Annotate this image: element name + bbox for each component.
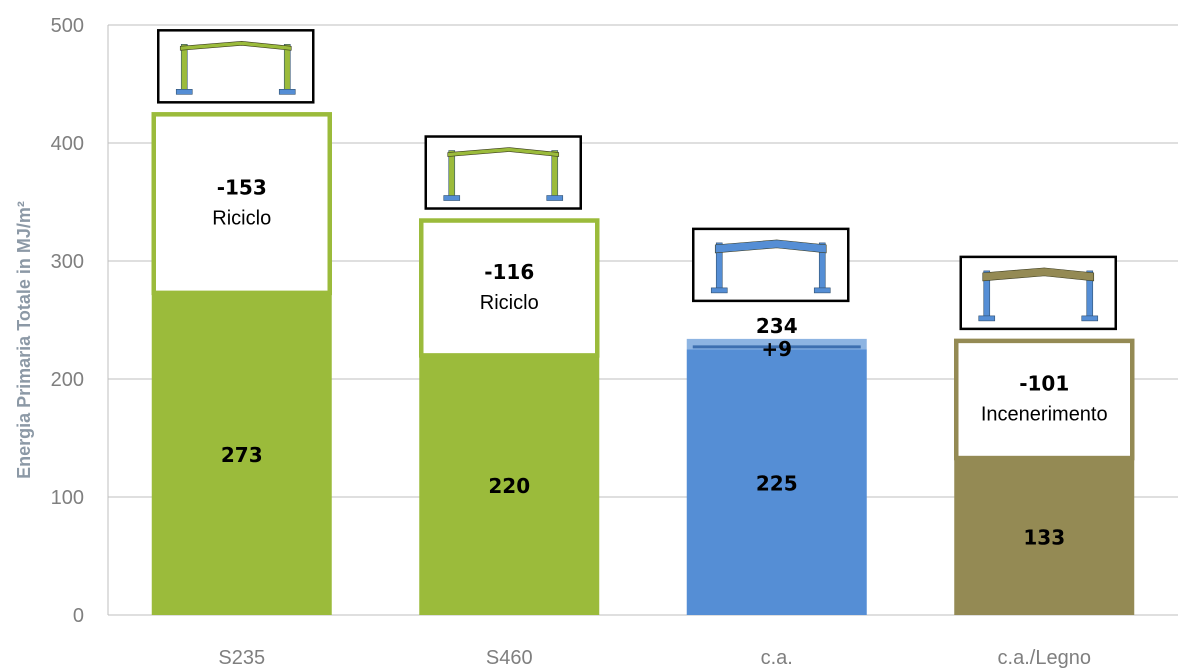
icon-roof-beam [714, 239, 827, 254]
end-of-life-value-label: -153 [217, 176, 267, 200]
y-tick-label: 300 [51, 251, 84, 273]
x-tick-label: S460 [486, 647, 533, 669]
icon-right-column [283, 44, 291, 91]
bar-value-label: 133 [1023, 526, 1065, 550]
end-of-life-outline-bar [419, 218, 600, 358]
y-tick-label: 500 [51, 15, 84, 37]
icon-right-footing [546, 195, 564, 201]
bars [151, 112, 1135, 615]
x-tick-label: c.a./Legno [998, 647, 1091, 669]
end-of-life-value-label: +9 [761, 337, 792, 361]
end-of-life-outline-bar [954, 338, 1135, 461]
steel-portal-frame-icon [424, 135, 582, 210]
frame-icons [157, 29, 1117, 331]
total-value-label: 234 [756, 314, 798, 338]
icon-right-footing [813, 287, 831, 294]
icon-left-footing [710, 287, 728, 294]
end-of-life-value-label: -101 [1019, 371, 1069, 395]
icon-left-column [448, 150, 456, 197]
y-tick-label: 400 [51, 133, 84, 155]
y-axis-ticks: 0 100 200 300 400 500 [51, 15, 84, 627]
bar-value-label: 225 [756, 471, 798, 495]
icon-roof-beam [179, 41, 292, 51]
y-axis-label: Energia Primaria Totale in MJ/m² [14, 201, 34, 479]
icon-roof-beam [447, 147, 560, 157]
end-of-life-note-label: Riciclo [480, 292, 539, 314]
icon-right-footing [278, 89, 296, 95]
icon-roof-beam [982, 267, 1095, 282]
icon-left-footing [443, 195, 461, 201]
icon-left-footing [978, 315, 996, 322]
icon-right-footing [1081, 315, 1099, 322]
concrete-portal-frame-icon [692, 227, 850, 303]
end-of-life-note-label: Riciclo [212, 208, 271, 230]
end-of-life-note-label: Incenerimento [981, 403, 1108, 425]
icon-left-footing [175, 89, 193, 95]
y-tick-label: 100 [51, 487, 84, 509]
bar [419, 355, 600, 615]
end-of-life-outline-bar [151, 112, 332, 296]
end-of-life-added-bar [686, 338, 867, 350]
end-of-life-value-label: -116 [484, 260, 534, 284]
concrete-timber-portal-frame-icon [959, 255, 1117, 331]
bar [954, 458, 1135, 615]
x-tick-label: c.a. [761, 647, 793, 669]
steel-portal-frame-icon [157, 29, 315, 104]
x-axis-ticks: S235 S460 c.a. c.a./Legno [218, 647, 1091, 669]
bar [686, 349, 867, 615]
icon-left-column [180, 44, 188, 91]
bar-value-label: 220 [488, 474, 530, 498]
data-labels: -153 Riciclo 273 -116 Riciclo 220 234+9 225 -101… [212, 176, 1107, 550]
bar [151, 292, 332, 615]
x-tick-label: S235 [218, 647, 265, 669]
y-tick-label: 200 [51, 369, 84, 391]
y-tick-label: 0 [73, 605, 84, 627]
icon-right-column [551, 150, 559, 197]
bar-value-label: 273 [221, 443, 263, 467]
